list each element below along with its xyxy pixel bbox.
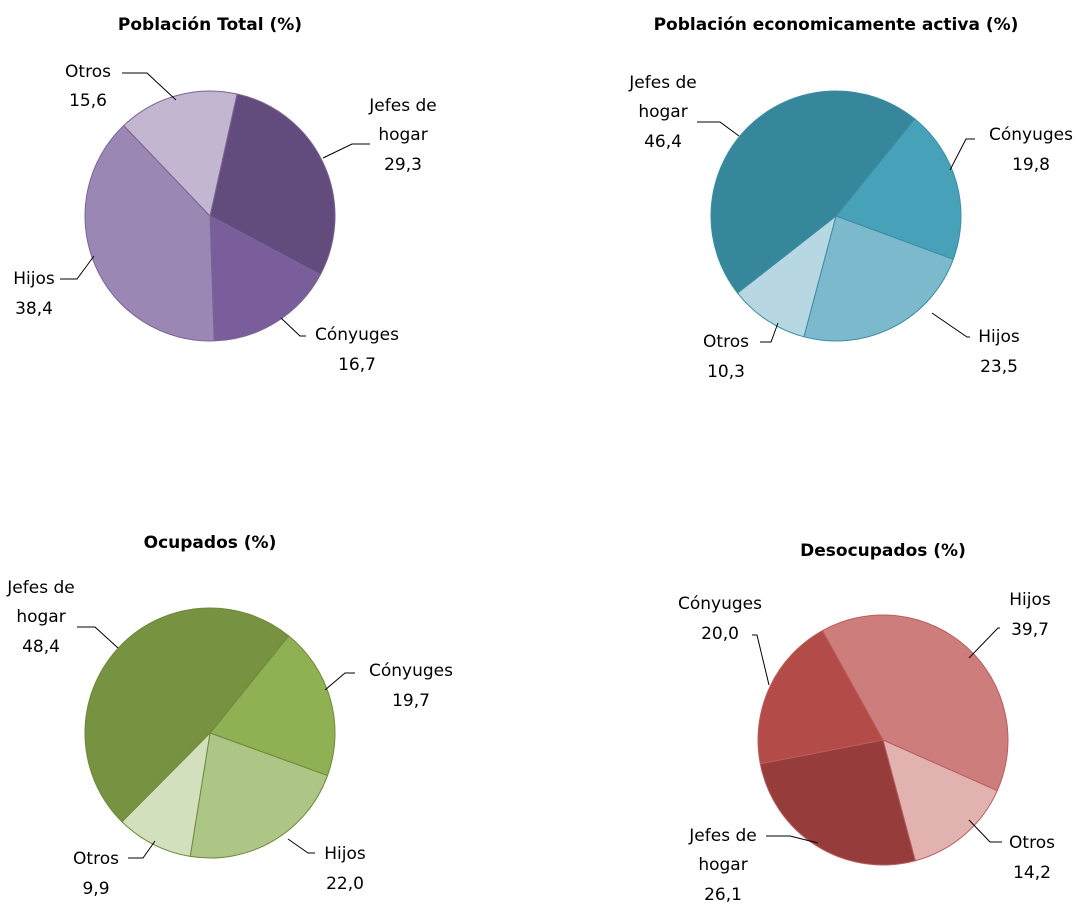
- data-label-otros: Otros 14,2: [1009, 833, 1055, 883]
- leader-line: [752, 634, 770, 686]
- data-label-conyuges: Cónyuges 19,7: [369, 661, 453, 711]
- slice-category-label: Cónyuges: [678, 594, 762, 614]
- data-label-conyuges: Cónyuges 19,8: [989, 125, 1073, 175]
- slice-value-label: 14,2: [1013, 863, 1051, 883]
- leader-line: [766, 835, 819, 844]
- slice-category-label: hogar: [698, 855, 747, 875]
- data-label-hijos: Hijos 22,0: [324, 844, 366, 894]
- slice-category-label: Otros: [1009, 833, 1055, 853]
- data-label-jefes-de-hogar: Jefes de hogar 29,3: [368, 96, 436, 175]
- slice-value-label: 9,9: [82, 879, 109, 899]
- pie-chart-poblacion-total: Población Total (%) Jefes de hogar 29,3 Cóny…: [13, 15, 436, 375]
- pie-chart-ocupados: Ocupados (%) Cónyuges 19,7 Hijos 22,0 Otros 9,…: [6, 533, 453, 899]
- slice-category-label: Otros: [73, 849, 119, 869]
- slice-category-label: Hijos: [1009, 590, 1051, 610]
- leader-line: [931, 312, 970, 338]
- slice-value-label: 22,0: [326, 874, 364, 894]
- slice-value-label: 29,3: [384, 155, 422, 175]
- slice-value-label: 46,4: [644, 132, 682, 152]
- pie-slice-otros: [882, 739, 998, 862]
- data-label-hijos: Hijos 38,4: [13, 269, 55, 319]
- leader-line: [949, 138, 975, 171]
- data-label-conyuges: Cónyuges 20,0: [678, 594, 762, 644]
- slice-category-label: Jefes de: [6, 578, 74, 598]
- slice-category-label: Hijos: [978, 327, 1020, 347]
- data-label-hijos: Hijos 39,7: [1009, 590, 1051, 640]
- pie-slice-conyuges: [835, 118, 962, 260]
- slice-category-label: Cónyuges: [989, 125, 1073, 145]
- slice-category-label: Otros: [703, 332, 749, 352]
- leader-line: [322, 143, 370, 159]
- pie-slice-conyuges: [209, 215, 322, 342]
- pie-slice-hijos: [803, 215, 954, 342]
- leader-line: [77, 626, 119, 649]
- slice-value-label: 20,0: [701, 624, 739, 644]
- pie-slice-otros: [122, 90, 238, 218]
- pie-slice-jefes-de-hogar: [209, 93, 336, 276]
- slice-category-label: Jefes de: [368, 96, 436, 116]
- slice-category-label: hogar: [638, 102, 687, 122]
- pie-slice-hijos: [821, 614, 1009, 792]
- leader-line: [697, 121, 740, 137]
- slice-category-label: hogar: [378, 125, 427, 145]
- slice-category-label: hogar: [16, 607, 65, 627]
- data-label-hijos: Hijos 23,5: [978, 327, 1020, 377]
- leader-line: [760, 322, 779, 343]
- leader-line: [60, 255, 95, 280]
- chart-title: Desocupados (%): [800, 541, 966, 561]
- leader-line: [968, 627, 1000, 659]
- slice-value-label: 19,8: [1012, 155, 1050, 175]
- slice-value-label: 39,7: [1011, 620, 1049, 640]
- pie-slice-jefes-de-hogar: [84, 607, 290, 823]
- slice-value-label: 16,7: [338, 355, 376, 375]
- slice-value-label: 23,5: [980, 357, 1018, 377]
- slice-category-label: Cónyuges: [369, 661, 453, 681]
- pie-slice-conyuges: [209, 635, 336, 777]
- data-label-jefes-de-hogar: Jefes de hogar 26,1: [688, 826, 756, 905]
- slice-category-label: Hijos: [13, 269, 55, 289]
- data-label-otros: Otros 10,3: [703, 332, 749, 382]
- slice-category-label: Hijos: [324, 844, 366, 864]
- pie-slice-hijos: [189, 732, 329, 859]
- leader-line: [128, 840, 156, 859]
- pie-chart-poblacion-economicamente-activa: Población economicamente activa (%) Cónyu…: [628, 15, 1073, 382]
- slice-category-label: Jefes de: [688, 826, 756, 846]
- slice-value-label: 10,3: [707, 362, 745, 382]
- data-label-otros: Otros 15,6: [65, 62, 111, 111]
- pie-chart-desocupados: Desocupados (%) Hijos 39,7 Otros 14,2 Jefes d…: [678, 541, 1055, 905]
- leader-line: [324, 672, 355, 691]
- chart-title: Población economicamente activa (%): [654, 15, 1019, 35]
- slice-value-label: 15,6: [69, 91, 107, 111]
- chart-title: Población Total (%): [118, 15, 302, 35]
- pie-slice-jefes-de-hogar: [710, 90, 916, 294]
- data-label-otros: Otros 9,9: [73, 849, 119, 899]
- leader-line: [280, 317, 306, 337]
- data-label-conyuges: Cónyuges 16,7: [315, 325, 399, 375]
- pie-slice-otros: [121, 731, 211, 857]
- slice-value-label: 38,4: [15, 299, 53, 319]
- slice-category-label: Otros: [65, 62, 111, 82]
- data-label-jefes-de-hogar: Jefes de hogar 46,4: [628, 73, 696, 152]
- leader-line: [287, 838, 315, 854]
- slice-value-label: 19,7: [392, 691, 430, 711]
- pie-slice-jefes-de-hogar: [759, 739, 916, 866]
- slice-category-label: Jefes de: [628, 73, 696, 93]
- slice-value-label: 48,4: [22, 637, 60, 657]
- pie-slice-hijos: [84, 124, 215, 342]
- slice-value-label: 26,1: [704, 885, 742, 905]
- leader-line: [968, 819, 1002, 843]
- leader-line: [122, 72, 177, 101]
- data-label-jefes-de-hogar: Jefes de hogar 48,4: [6, 578, 74, 657]
- pie-slice-otros: [736, 214, 837, 338]
- slice-category-label: Cónyuges: [315, 325, 399, 345]
- pie-slice-conyuges: [757, 629, 884, 765]
- chart-title: Ocupados (%): [144, 533, 277, 553]
